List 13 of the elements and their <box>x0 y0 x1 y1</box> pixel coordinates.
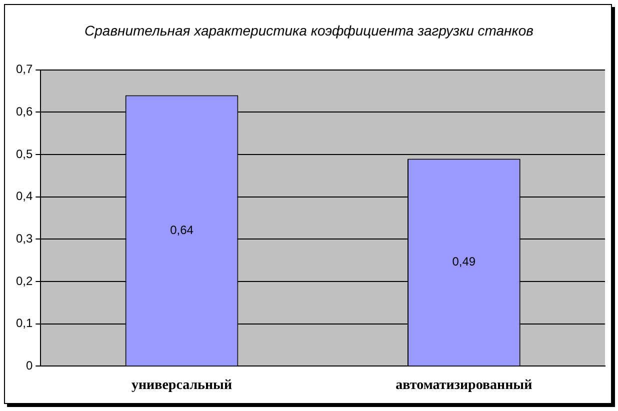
y-tick-label: 0,1 <box>16 316 33 330</box>
data-label: 0,64 <box>170 222 194 237</box>
y-tick-label: 0,6 <box>16 104 33 118</box>
data-label: 0,49 <box>452 254 476 269</box>
chart-title: Сравнительная характеристика коэффициента загрузки станков <box>84 22 534 38</box>
x-tick-label: универсальный <box>131 378 232 394</box>
y-tick-label: 0,7 <box>16 62 33 76</box>
x-tick-label: автоматизированный <box>396 378 532 394</box>
y-tick-label: 0 <box>26 358 33 373</box>
y-tick-label: 0,2 <box>16 274 33 288</box>
y-tick-label: 0,4 <box>16 189 33 204</box>
y-tick-label: 0,5 <box>16 146 33 161</box>
y-tick-label: 0,3 <box>16 231 33 246</box>
